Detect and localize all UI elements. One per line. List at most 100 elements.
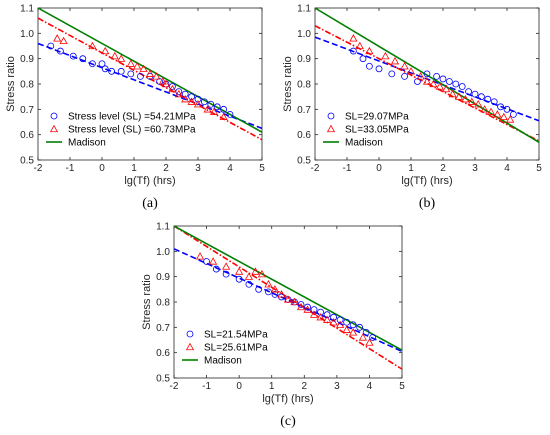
data-point-circle xyxy=(89,60,96,68)
data-point-circle xyxy=(497,103,505,111)
data-point-circle xyxy=(101,65,109,73)
data-area xyxy=(38,8,262,141)
y-tick-label: 0.8 xyxy=(20,80,34,91)
panel-label: (b) xyxy=(419,196,436,211)
x-axis-label: lg(Tf) (hrs) xyxy=(401,175,452,187)
legend-item: Stress level (SL) =54.21MPa xyxy=(50,112,196,123)
data-point-circle xyxy=(445,78,453,85)
data-point-circle xyxy=(359,55,367,63)
x-tick-label: 3 xyxy=(472,163,478,174)
data-point-circle xyxy=(484,95,492,103)
data-point-triangle xyxy=(448,89,457,98)
y-tick-label: 1.1 xyxy=(297,4,311,15)
data-point-circle xyxy=(349,47,357,55)
data-point-triangle xyxy=(323,315,332,323)
y-tick-label: 0.7 xyxy=(297,105,311,116)
data-point-triangle xyxy=(474,100,483,108)
data-point-triangle xyxy=(235,267,244,275)
data-point-triangle xyxy=(406,67,416,75)
x-tick-label: 1 xyxy=(408,163,414,174)
data-point-triangle xyxy=(435,82,444,90)
data-point-triangle xyxy=(88,41,97,50)
x-tick-label: 2 xyxy=(163,163,169,174)
data-point-circle xyxy=(212,265,220,273)
legend-item: Stress level (SL) =60.73MPa xyxy=(49,124,196,136)
data-point-triangle xyxy=(152,72,161,80)
data-point-circle xyxy=(222,270,230,278)
data-point-circle xyxy=(503,105,511,113)
data-point-circle xyxy=(375,65,383,73)
x-tick-label: 4 xyxy=(504,163,510,174)
data-point-circle xyxy=(356,323,364,331)
data-point-triangle xyxy=(264,280,273,288)
x-tick-label: 3 xyxy=(195,163,201,174)
y-tick-label: 0.5 xyxy=(156,374,170,385)
data-point-circle xyxy=(490,98,498,106)
legend-label: SL=29.07MPa xyxy=(345,112,409,123)
x-tick-label: 3 xyxy=(334,381,340,392)
data-point-triangle xyxy=(195,252,205,260)
data-point-triangle xyxy=(174,89,183,98)
y-tick-label: 0.7 xyxy=(156,323,170,334)
data-point-triangle xyxy=(251,267,260,275)
legend-circle-icon xyxy=(186,330,194,338)
data-point-triangle xyxy=(187,97,196,105)
data-point-circle xyxy=(127,70,135,78)
y-tick-label: 1.1 xyxy=(20,4,34,15)
y-tick-label: 1.0 xyxy=(297,29,311,40)
data-point-triangle xyxy=(283,295,293,303)
legend-label: Stress level (SL) =54.21MPa xyxy=(68,112,196,123)
data-point-triangle xyxy=(461,94,470,103)
data-point-circle xyxy=(108,67,115,75)
fit-line-circle xyxy=(315,36,539,122)
data-point-circle xyxy=(271,290,279,298)
data-point-triangle xyxy=(336,320,345,328)
legend-item: SL=25.61MPa xyxy=(185,343,268,354)
data-point-triangle xyxy=(193,100,203,108)
data-point-triangle xyxy=(53,34,62,42)
y-tick-label: 0.6 xyxy=(20,130,34,141)
data-point-triangle xyxy=(209,257,218,265)
data-point-triangle xyxy=(467,97,476,105)
x-tick-label: 0 xyxy=(236,381,242,392)
data-area xyxy=(174,226,402,370)
data-point-triangle xyxy=(296,302,306,311)
data-point-triangle xyxy=(349,34,358,42)
x-tick-label: -2 xyxy=(170,381,179,392)
data-point-triangle xyxy=(506,115,515,123)
y-tick-label: 0.9 xyxy=(156,272,170,283)
data-point-triangle xyxy=(499,112,508,121)
x-tick-label: 1 xyxy=(131,163,137,174)
legend-item: SL=21.54MPa xyxy=(186,330,268,341)
data-point-circle xyxy=(245,280,253,288)
data-point-triangle xyxy=(358,333,367,341)
y-tick-label: 0.8 xyxy=(297,80,311,91)
data-point-circle xyxy=(477,93,485,101)
data-point-triangle xyxy=(219,112,228,121)
data-point-triangle xyxy=(133,62,142,70)
x-tick-label: 2 xyxy=(440,163,446,174)
chart-panel-3: -2 -1 0 1 2 3 4 5 0.5 0.6 0.7 0.8 0.9 1.0 1.1 lg(Tf) (h… xyxy=(141,222,405,430)
y-tick-label: 0.9 xyxy=(297,54,311,65)
data-point-triangle xyxy=(222,262,231,270)
legend-triangle-icon xyxy=(49,124,59,133)
y-axis-label: Stress ratio xyxy=(141,274,153,330)
data-point-circle xyxy=(117,67,125,75)
data-point-triangle xyxy=(101,46,110,55)
data-point-circle xyxy=(310,306,318,314)
data-point-circle xyxy=(304,303,311,311)
data-point-triangle xyxy=(493,110,502,118)
data-point-triangle xyxy=(454,92,464,100)
data-point-triangle xyxy=(59,36,68,45)
data-point-circle xyxy=(181,90,189,98)
x-tick-label: 0 xyxy=(99,163,105,174)
data-point-circle xyxy=(401,73,409,80)
fit-line-triangle xyxy=(315,25,539,142)
legend-label: SL=21.54MPa xyxy=(204,330,268,341)
x-tick-label: 4 xyxy=(227,163,233,174)
data-point-triangle xyxy=(203,105,212,113)
data-point-circle xyxy=(235,275,243,283)
legend-item: Madison xyxy=(46,138,106,149)
data-point-circle xyxy=(79,55,87,63)
